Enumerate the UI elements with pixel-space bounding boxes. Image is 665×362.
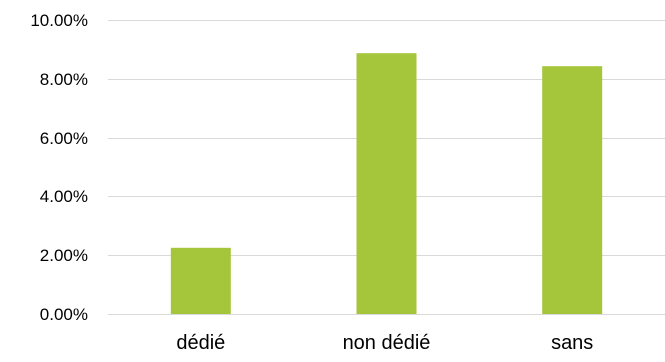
y-tick-label: 10.00% <box>30 11 88 30</box>
bar-2 <box>542 66 603 314</box>
x-axis-category-labels: dédié non dédié sans <box>176 332 593 354</box>
y-tick-label: 4.00% <box>40 187 88 206</box>
y-tick-label: 8.00% <box>40 70 88 89</box>
x-category-label: non dédié <box>343 332 431 354</box>
x-category-label: sans <box>551 332 593 354</box>
bar-0 <box>170 247 231 314</box>
bar-1 <box>356 53 417 314</box>
y-tick-label: 6.00% <box>40 129 88 148</box>
y-axis-tick-labels: 0.00% 2.00% 4.00% 6.00% 8.00% 10.00% <box>30 11 88 324</box>
x-category-label: dédié <box>176 332 225 354</box>
y-tick-label: 0.00% <box>40 305 88 324</box>
bars <box>170 53 603 314</box>
y-tick-label: 2.00% <box>40 246 88 265</box>
